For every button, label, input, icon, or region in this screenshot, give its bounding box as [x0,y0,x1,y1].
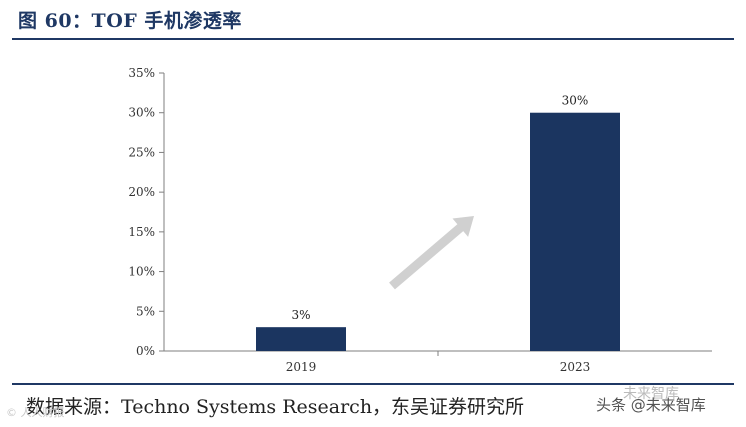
x-tick-label: 2023 [560,360,591,374]
figure-title: 图 60：TOF 手机渗透率 [18,10,242,32]
chart-labels: 0% 5% 10% 15% 20% 25% 30% 35% 3% 2019 30% 2023 [128,66,590,374]
trend-arrow-icon [389,215,475,290]
y-tick-label: 5% [136,304,155,318]
data-label: 30% [562,94,589,108]
trend-arrow [389,215,475,290]
watermark-left: © 人人财报 [6,406,65,419]
bottom-divider [12,383,734,385]
chart-axes [159,72,712,356]
chart-bars [256,112,620,351]
y-tick-label: 15% [128,225,155,239]
y-tick-label: 30% [128,106,155,120]
y-tick-label: 35% [128,66,155,80]
y-tick-label: 20% [128,185,155,199]
source-note: 数据来源：Techno Systems Research，东吴证券研究所 [26,396,525,418]
y-tick-label: 25% [128,145,155,159]
watermark-circle: 未来智库 [623,386,679,402]
y-tick-label: 10% [128,265,155,279]
data-label: 3% [291,308,310,322]
bar-2023 [530,112,620,351]
top-divider [12,38,734,40]
watermark-right: 头条 @未来智库 [596,396,706,414]
bar-2019 [256,327,346,351]
y-tick-label: 0% [136,344,155,358]
arrow-shape [389,215,475,290]
x-tick-label: 2019 [286,360,317,374]
